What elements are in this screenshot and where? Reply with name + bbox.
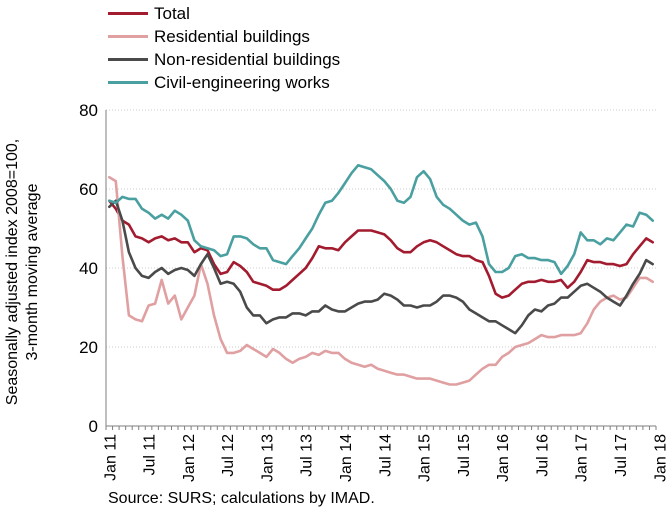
x-tick-label: Jan 14 bbox=[338, 434, 355, 482]
legend: Total Residential buildings Non-resident… bbox=[108, 2, 340, 94]
x-tick-label: Jul 13 bbox=[299, 434, 316, 477]
x-tick-label: Jul 14 bbox=[377, 434, 394, 477]
source-note: Source: SURS; calculations by IMAD. bbox=[108, 490, 375, 507]
x-tick-label: Jan 15 bbox=[417, 434, 434, 482]
y-tick-label-80: 80 bbox=[79, 101, 98, 120]
x-tick-label: Jan 18 bbox=[652, 434, 667, 482]
series-line-non-residential-buildings bbox=[108, 199, 654, 335]
legend-label-non-residential: Non-residential buildings bbox=[154, 49, 341, 69]
y-tick-label-0: 0 bbox=[89, 417, 98, 436]
x-tick-label: Jul 15 bbox=[456, 434, 473, 477]
y-tick-label-60: 60 bbox=[79, 180, 98, 199]
legend-label-total: Total bbox=[154, 3, 190, 23]
axes bbox=[105, 110, 657, 430]
x-tick-label: Jan 16 bbox=[495, 434, 512, 482]
legend-swatch-total bbox=[108, 12, 148, 15]
series-line-total bbox=[108, 199, 654, 299]
grid-lines bbox=[106, 109, 656, 348]
x-tick-label: Jan 13 bbox=[259, 434, 276, 482]
legend-label-residential: Residential buildings bbox=[154, 26, 310, 46]
legend-item-non-residential: Non-residential buildings bbox=[108, 48, 340, 71]
y-tick-label-40: 40 bbox=[79, 259, 98, 278]
legend-swatch-civil-engineering bbox=[108, 81, 148, 84]
legend-label-civil-engineering: Civil-engineering works bbox=[154, 72, 330, 92]
legend-swatch-non-residential bbox=[108, 58, 148, 61]
series-lines bbox=[108, 164, 654, 386]
y-axis-title-line-2: 3-month moving average bbox=[24, 183, 41, 361]
legend-item-total: Total bbox=[108, 2, 340, 25]
series-line-residential-buildings bbox=[108, 175, 654, 386]
x-tick-label: Jul 17 bbox=[613, 434, 630, 477]
series-line-civil-engineering-works bbox=[108, 164, 654, 276]
x-tick-label: Jul 16 bbox=[534, 434, 551, 477]
legend-item-residential: Residential buildings bbox=[108, 25, 340, 48]
legend-swatch-residential bbox=[108, 35, 148, 38]
x-tick-label: Jan 11 bbox=[102, 434, 119, 481]
x-tick-label: Jul 11 bbox=[142, 434, 159, 476]
x-tick-label: Jul 12 bbox=[220, 434, 237, 477]
y-axis-title-line-1: Seasonally adjusted index 2008=100, bbox=[4, 138, 21, 406]
x-tick-label: Jan 17 bbox=[574, 434, 591, 482]
legend-item-civil-engineering: Civil-engineering works bbox=[108, 71, 340, 94]
x-tick-labels: Jan 11 Jul 11 Jan 12 Jul 12 Jan 13 Jul 13 Jan … bbox=[102, 434, 667, 482]
y-tick-label-20: 20 bbox=[79, 338, 98, 357]
y-tick-labels: 0 20 40 60 80 bbox=[79, 101, 98, 436]
x-tick-label: Jan 12 bbox=[181, 434, 198, 482]
